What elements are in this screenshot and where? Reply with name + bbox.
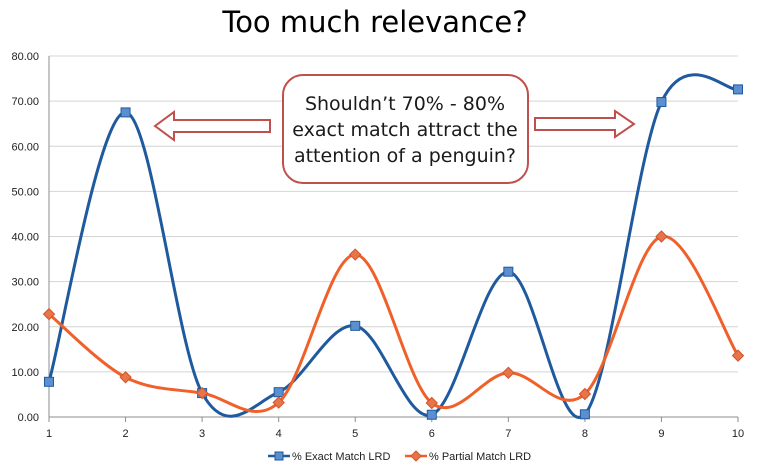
axes <box>48 56 738 418</box>
y-tick-label: 10.00 <box>11 367 39 379</box>
data-point <box>120 107 131 118</box>
y-tick-label: 50.00 <box>11 186 39 198</box>
annotation-line-2: exact match attract the <box>292 119 517 141</box>
data-point <box>731 349 745 362</box>
data-point <box>733 84 743 95</box>
y-tick-label: 20.00 <box>11 322 39 334</box>
x-axis-ticks: 1 2 3 4 5 6 7 8 9 10 <box>46 417 744 440</box>
series-line <box>47 73 739 419</box>
data-point <box>502 366 515 379</box>
annotation-line-1: Shouldn’t 70% - 80% <box>305 93 505 115</box>
data-point <box>350 320 361 331</box>
annotation-line-3: attention of a penguin? <box>294 145 516 167</box>
data-point <box>426 409 437 420</box>
data-point <box>578 387 592 401</box>
y-tick-label: 60.00 <box>11 141 39 153</box>
data-point <box>503 266 514 277</box>
legend-label: % Partial Match LRD <box>429 451 531 463</box>
legend-item: % Exact Match LRD <box>268 451 390 463</box>
x-tick-label: 1 <box>46 428 52 440</box>
data-point <box>425 396 438 410</box>
y-axis-ticks: 0.00 10.00 20.00 30.00 40.00 50.00 60.00 70.00 8… <box>11 51 39 424</box>
y-tick-label: 0.00 <box>18 412 39 424</box>
x-tick-label: 4 <box>276 428 282 440</box>
data-point <box>44 376 54 387</box>
y-tick-label: 40.00 <box>11 232 39 244</box>
legend-marker <box>274 451 284 461</box>
legend-label: % Exact Match LRD <box>292 451 390 463</box>
legend-marker <box>410 450 422 462</box>
x-tick-label: 7 <box>505 428 511 440</box>
chart-title: Too much relevance? <box>221 5 527 39</box>
x-tick-label: 3 <box>199 428 205 440</box>
data-point <box>579 409 590 420</box>
x-tick-label: 8 <box>582 428 588 440</box>
data-point <box>119 371 132 384</box>
x-tick-label: 5 <box>352 428 358 440</box>
legend-item: % Partial Match LRD <box>405 450 531 463</box>
data-point <box>656 97 667 108</box>
y-tick-label: 70.00 <box>11 96 39 108</box>
left-arrow-icon <box>153 110 271 142</box>
series-partial-match <box>42 230 745 413</box>
legend: % Exact Match LRD % Partial Match LRD <box>268 450 531 463</box>
annotation-box <box>282 74 529 184</box>
annotation-callout: Shouldn’t 70% - 80% exact match attract … <box>153 74 636 184</box>
x-tick-label: 9 <box>658 428 664 440</box>
x-tick-label: 6 <box>429 428 435 440</box>
right-arrow-icon <box>534 109 636 139</box>
x-tick-label: 10 <box>732 428 744 440</box>
x-tick-label: 2 <box>122 428 128 440</box>
series-layer <box>42 73 745 420</box>
data-point <box>195 386 209 400</box>
y-tick-label: 80.00 <box>11 51 39 63</box>
series-line <box>48 234 740 413</box>
data-point <box>272 396 285 409</box>
data-point <box>273 387 284 398</box>
data-point <box>42 307 56 321</box>
data-point <box>655 230 668 243</box>
data-point <box>349 248 362 261</box>
y-tick-label: 30.00 <box>11 277 39 289</box>
